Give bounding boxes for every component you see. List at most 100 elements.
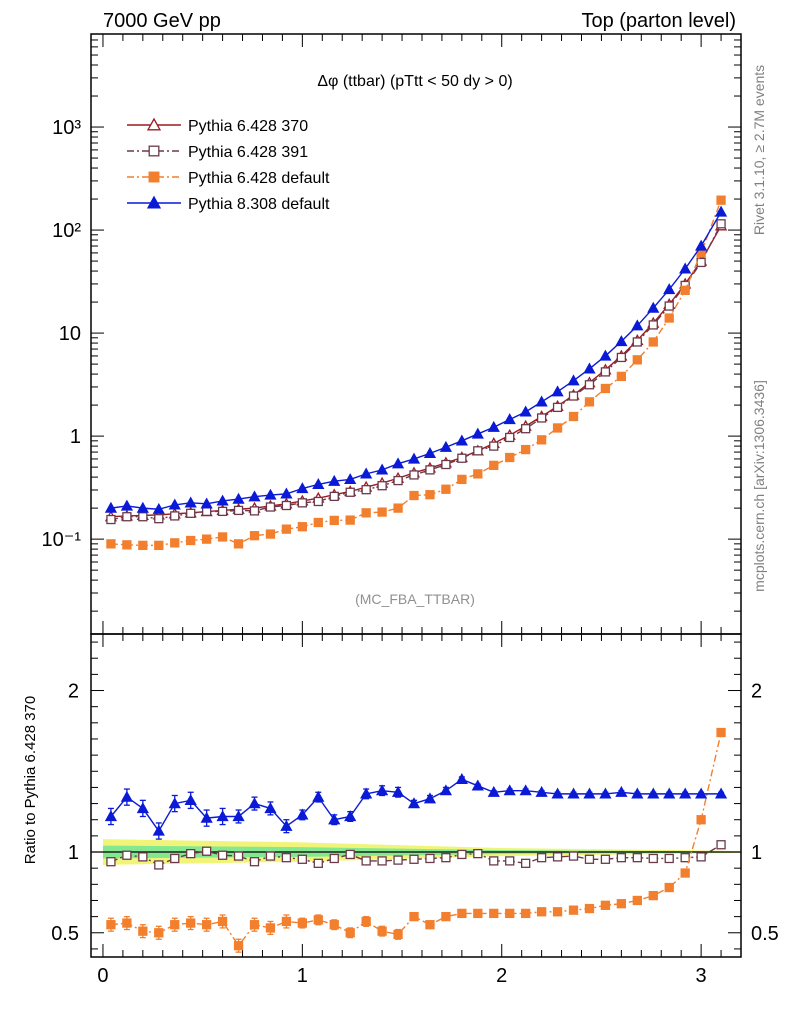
data-point (265, 851, 276, 861)
data-point (138, 512, 148, 522)
ratio-axes: 0.5 0.5 1 1 2 2 0 1 2 3 (51, 634, 779, 987)
data-point (552, 423, 563, 433)
data-point (296, 482, 309, 494)
data-point (200, 497, 213, 509)
data-point (122, 540, 132, 550)
data-point (329, 491, 339, 502)
data-point (616, 899, 627, 909)
data-point (631, 319, 644, 331)
data-point (281, 500, 292, 511)
data-point (184, 794, 197, 805)
data-point (407, 452, 421, 464)
data-point (714, 787, 728, 799)
data-point (487, 785, 500, 797)
data-point (168, 498, 181, 510)
data-point (551, 787, 564, 799)
data-point (297, 498, 307, 508)
data-point (503, 413, 516, 425)
ratio-ylabel: Ratio to Pythia 6.428 370 (22, 696, 39, 864)
data-point (375, 463, 389, 475)
data-point (503, 784, 516, 796)
data-point (217, 506, 228, 517)
main-series (104, 195, 728, 551)
data-point (599, 787, 612, 799)
data-point (489, 856, 499, 866)
data-point (505, 856, 515, 866)
data-point (583, 362, 596, 374)
data-point (329, 920, 339, 930)
main-panel: 10⁻¹ 1 10 10² 10³ Δφ (ttbar) (pTtt < 50 dy >… (42, 33, 742, 635)
data-point (106, 539, 116, 549)
data-point (471, 427, 484, 439)
data-point (568, 905, 579, 915)
legend-marker (148, 171, 160, 183)
data-point (455, 434, 468, 446)
data-point (361, 508, 371, 518)
y-tick-label: 1 (68, 842, 79, 864)
data-point (568, 851, 579, 861)
data-point (441, 911, 451, 922)
data-point (489, 908, 499, 919)
data-point (217, 850, 228, 860)
data-point (568, 411, 579, 422)
data-point (377, 507, 387, 517)
data-point (696, 852, 706, 862)
ratio-series (104, 727, 728, 953)
legend-marker (146, 117, 162, 131)
data-point (249, 531, 260, 541)
data-point (361, 856, 371, 866)
y-tick-label: 10 (59, 323, 81, 345)
data-point (696, 815, 706, 825)
data-point (154, 514, 164, 524)
data-point (329, 853, 339, 864)
main-title: Δφ (ttbar) (pTtt < 50 dy > 0) (317, 73, 512, 90)
data-point (201, 534, 212, 544)
data-point (345, 928, 355, 938)
data-point (423, 792, 437, 804)
data-point (345, 849, 355, 860)
series-line (110, 211, 722, 510)
data-point (170, 920, 180, 930)
data-point (716, 195, 726, 205)
data-point (632, 853, 642, 863)
rivet-label: Rivet 3.1.10, ≥ 2.7M events (751, 65, 767, 235)
header-left: 7000 GeV pp (103, 10, 221, 32)
data-point (393, 855, 403, 865)
data-point (184, 496, 197, 508)
data-point (716, 727, 726, 738)
data-point (265, 502, 276, 512)
data-point (377, 926, 387, 936)
data-point (344, 473, 357, 485)
data-point (216, 810, 229, 822)
data-point (313, 858, 323, 868)
data-point (647, 301, 660, 313)
data-point (329, 515, 339, 526)
data-point (584, 854, 595, 864)
legend: Pythia 6.428 370 Pythia 6.428 391 Pythia 6… (127, 117, 330, 213)
data-point (489, 441, 499, 451)
data-point (521, 424, 531, 434)
data-point (615, 335, 628, 347)
data-point (552, 852, 563, 862)
data-point (138, 540, 148, 551)
data-point (505, 452, 515, 463)
data-point (360, 787, 373, 799)
y-tick-label: 10⁻¹ (42, 529, 82, 551)
data-point (154, 540, 164, 551)
data-point (154, 860, 164, 870)
data-point (281, 853, 292, 863)
data-point (264, 488, 277, 500)
data-point (407, 797, 421, 809)
data-point (616, 853, 627, 863)
data-point (583, 787, 596, 799)
data-point (536, 853, 547, 863)
data-point (680, 285, 690, 295)
data-point (104, 810, 118, 822)
data-point (186, 508, 196, 518)
data-point (552, 402, 563, 413)
data-point (393, 503, 403, 513)
data-point (521, 444, 531, 455)
legend-label: Pythia 6.428 391 (188, 144, 308, 161)
data-point (425, 490, 435, 500)
